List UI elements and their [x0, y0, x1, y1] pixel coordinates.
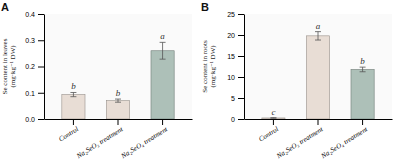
axis-line [244, 15, 245, 120]
tick: 0.3 [25, 37, 44, 44]
tick: 0.0 [25, 116, 44, 123]
panel-title: A [1, 1, 9, 13]
y-axis: 0 5 10 15 20 25 [227, 11, 244, 123]
tick: 0 [231, 116, 244, 123]
tick-mark [38, 40, 44, 41]
y-axis: 0.0 0.1 0.2 0.3 0.4 [25, 11, 44, 123]
bar [151, 51, 174, 119]
error-bar [270, 117, 276, 118]
tick: 10 [227, 74, 244, 81]
axis-title: Se content in leaves(mg·kg⁻¹ DW) [1, 38, 17, 94]
error-bar [315, 32, 321, 40]
chart-root: bba0.00.10.20.30.4ControlNa₂SeO₃ treatme… [0, 0, 400, 165]
tick-mark [273, 119, 274, 125]
tick-label: Control [257, 125, 280, 143]
annotation: a [316, 21, 321, 31]
tick-mark [318, 119, 319, 125]
tick-mark [38, 119, 44, 120]
tick-label: 0.4 [25, 11, 35, 18]
panel: b b a 0.0 0.1 0.2 0.3 0.4 ControlNa₂SeO₃ treatme… [1, 1, 193, 161]
annotations: c a b [271, 21, 365, 117]
axis-title: Se content in roots(mg·kg⁻¹ DW) [201, 40, 217, 93]
tick-mark [238, 35, 244, 36]
tick: 25 [227, 11, 244, 18]
tick-label: 0.3 [25, 37, 35, 44]
error-bar [70, 92, 76, 96]
error-bar [360, 67, 366, 72]
tick-label: 20 [227, 32, 235, 39]
plot-area [244, 14, 392, 119]
tick: 0.4 [25, 11, 44, 18]
tick-label: 0.2 [25, 63, 35, 70]
tick-label: Control [57, 125, 80, 143]
tick-mark [38, 93, 44, 94]
annotation: b [360, 56, 365, 66]
tick-label: 25 [227, 11, 235, 18]
tick-label: 0.0 [25, 116, 35, 123]
tick-label: 10 [227, 74, 235, 81]
tick: 15 [227, 53, 244, 60]
tick-label: 15 [227, 53, 235, 60]
bar [62, 95, 85, 119]
tick-mark [238, 119, 244, 120]
bar [306, 36, 329, 119]
tick-label: Na₂SeO₃ treatment [74, 125, 125, 161]
panel-title: B [201, 1, 209, 13]
error-bar [115, 99, 121, 102]
annotation: b [116, 88, 121, 98]
marks [262, 32, 374, 119]
tick-mark [362, 119, 363, 125]
plot-area [44, 14, 192, 119]
bar [262, 118, 285, 119]
annotation: a [160, 31, 165, 41]
tick-mark [238, 56, 244, 57]
axis-line [44, 15, 45, 120]
tick-label: Na₂SeO₃ treatment [274, 125, 325, 161]
error-bar [160, 42, 166, 59]
tick: 20 [227, 32, 244, 39]
tick-label: Na₂SeO₄ treatment [319, 125, 370, 161]
tick-mark [118, 119, 119, 125]
tick: Na₂SeO₃ treatment [74, 119, 125, 161]
tick-mark [238, 77, 244, 78]
tick-mark [162, 119, 163, 125]
marks [62, 42, 174, 119]
tick-label: Na₂SeO₄ treatment [119, 125, 170, 161]
figure: bba0.00.10.20.30.4ControlNa₂SeO₃ treatme… [0, 0, 400, 165]
tick: 5 [231, 95, 244, 102]
tick: Control [57, 119, 80, 143]
tick: Na₂SeO₃ treatment [274, 119, 325, 161]
tick-mark [38, 14, 44, 15]
tick: Control [257, 119, 280, 143]
bar [351, 69, 374, 119]
tick-mark [73, 119, 74, 125]
tick-label: 0.1 [25, 89, 35, 96]
tick-mark [238, 98, 244, 99]
tick: 0.1 [25, 89, 44, 96]
annotations: b b a [71, 31, 165, 98]
tick: Na₂SeO₄ treatment [119, 119, 170, 161]
tick-label: 0 [231, 116, 235, 123]
tick-label: 5 [231, 95, 235, 102]
x-axis: ControlNa₂SeO₃ treatmentNa₂SeO₄ treatmen… [45, 119, 193, 161]
bar [106, 101, 129, 119]
panel: c a b 0 5 10 15 20 25 ControlNa₂SeO₃ treatmentNa₂… [201, 1, 393, 161]
tick: Na₂SeO₄ treatment [319, 119, 370, 161]
annotation: c [271, 107, 275, 117]
tick-mark [238, 14, 244, 15]
tick: 0.2 [25, 63, 44, 70]
tick-mark [38, 67, 44, 68]
x-axis: ControlNa₂SeO₃ treatmentNa₂SeO₄ treatmen… [245, 119, 393, 161]
annotation: b [71, 81, 76, 91]
